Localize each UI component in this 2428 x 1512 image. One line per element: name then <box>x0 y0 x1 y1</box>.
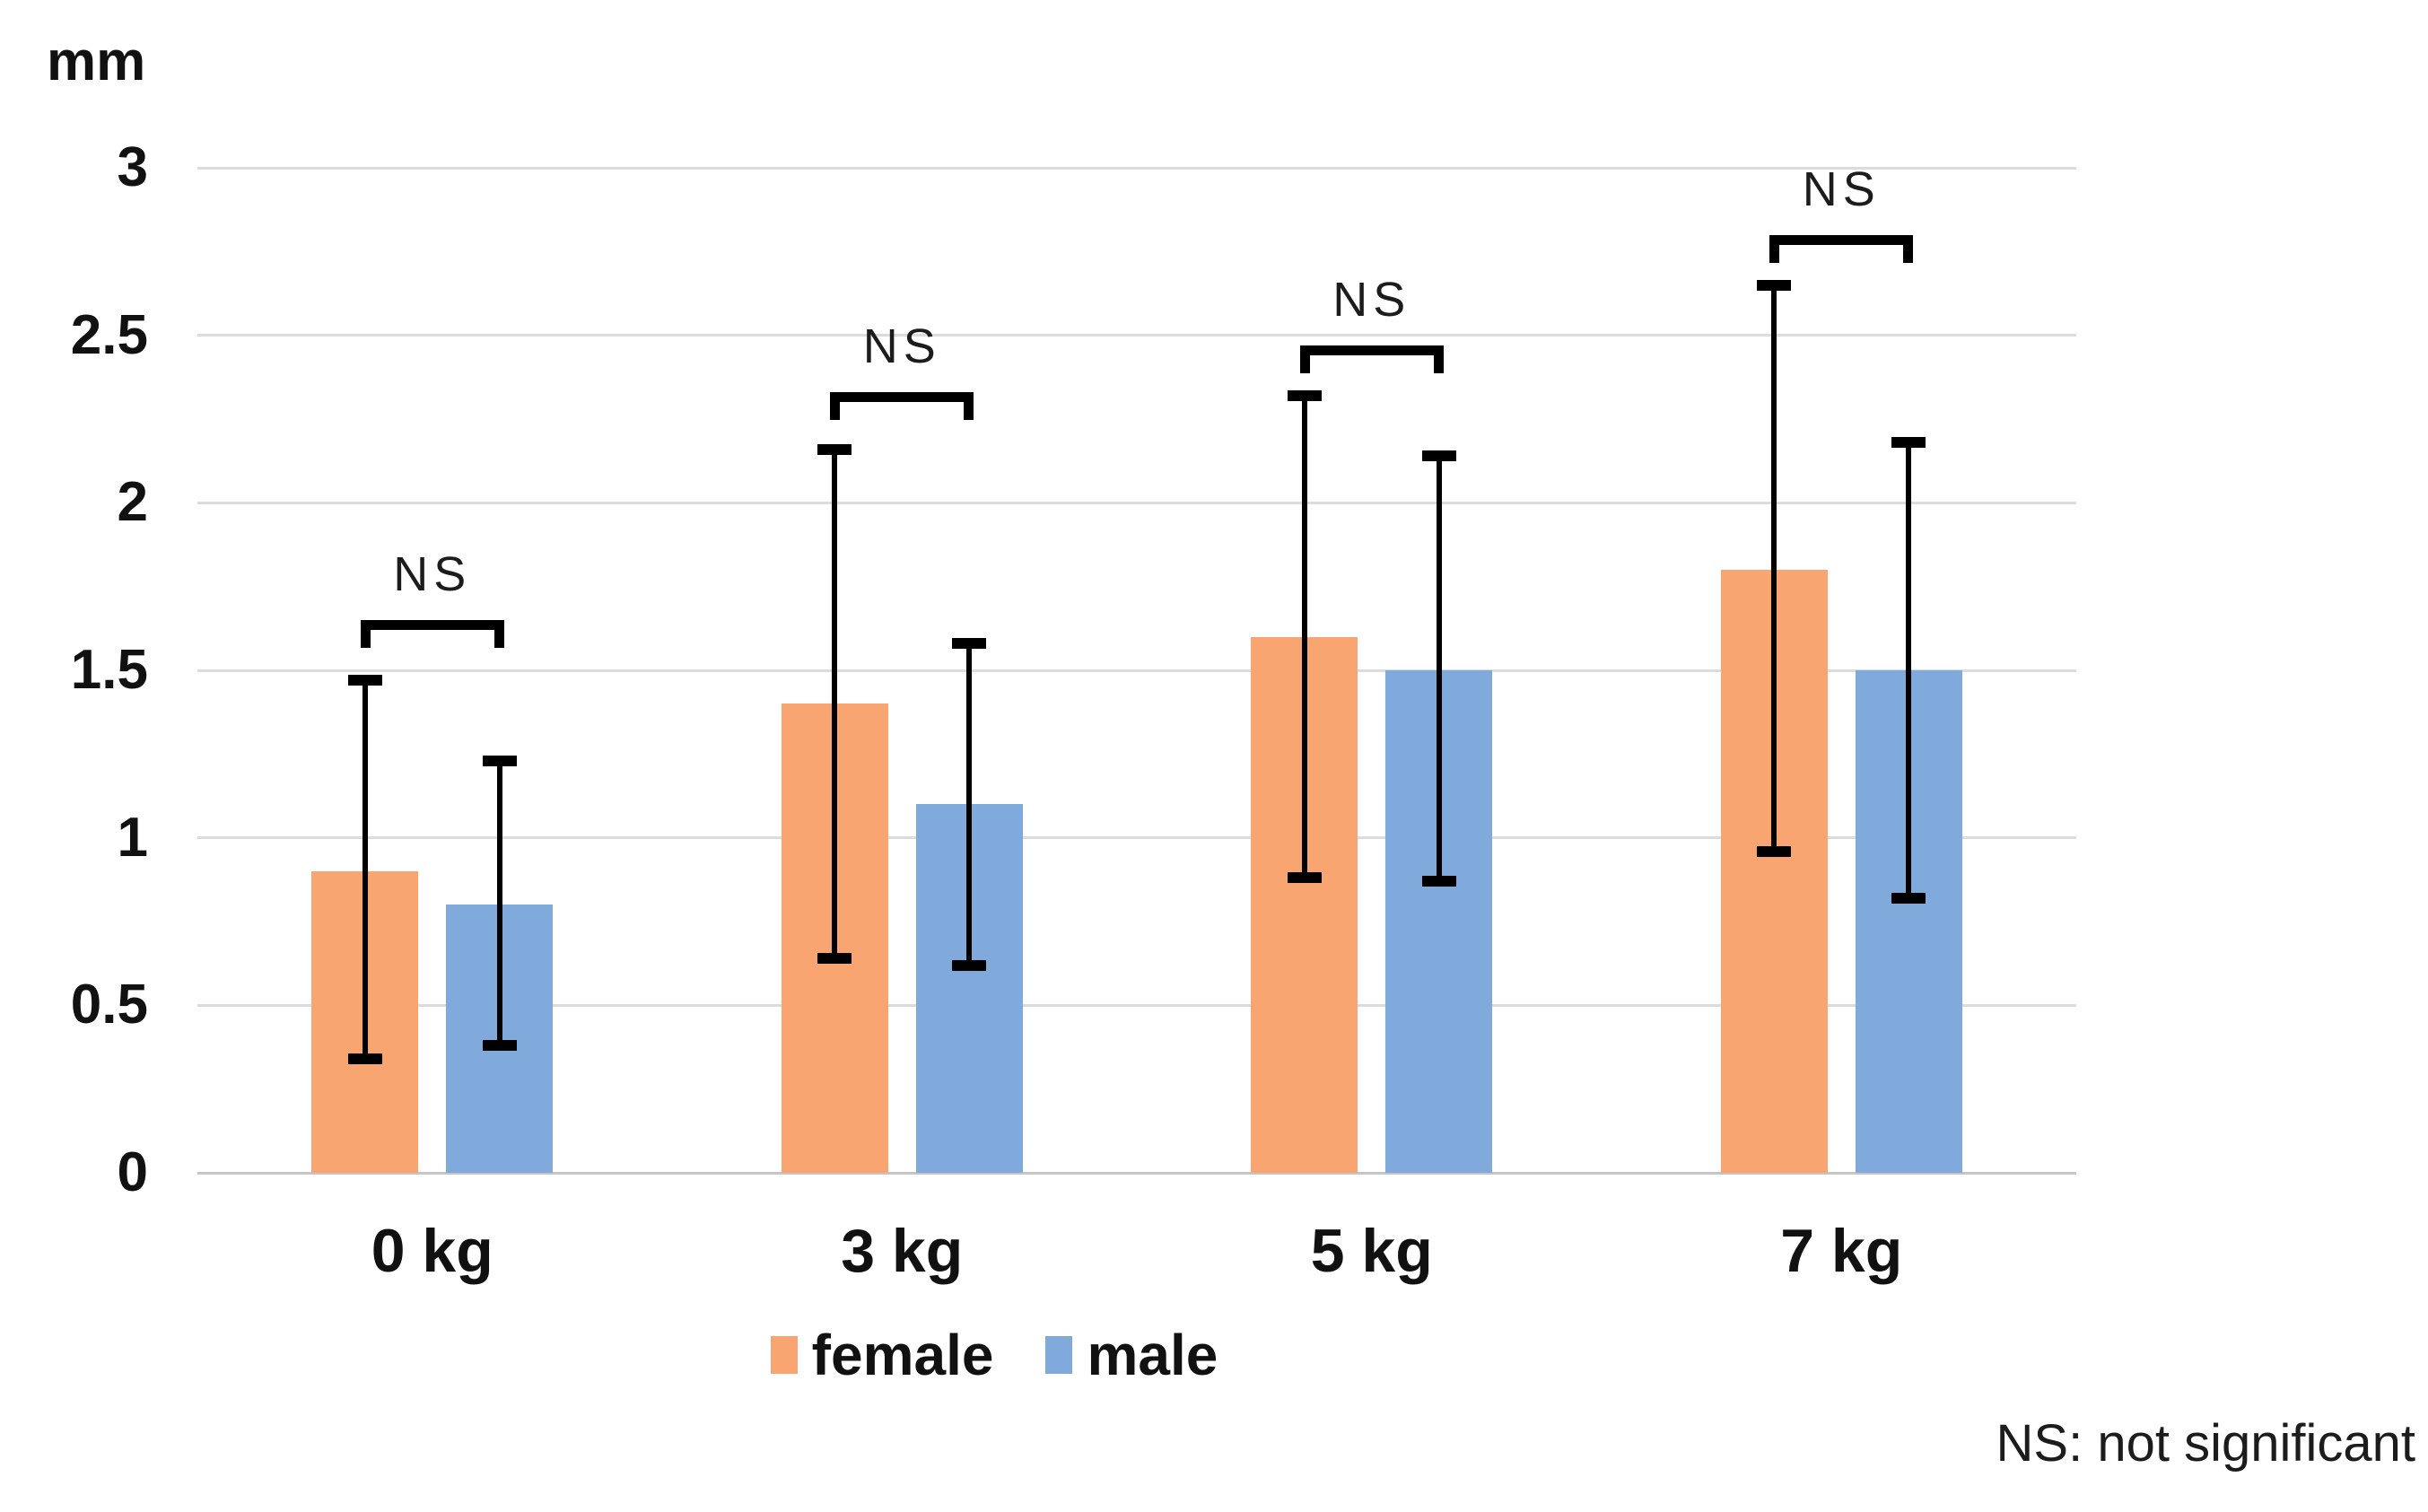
female-error-cap-top-2 <box>1287 389 1322 401</box>
bracket-tick-left-0 <box>360 620 371 648</box>
y-tick-label-1.5: 1.5 <box>70 639 148 701</box>
female-error-bar-1 <box>832 449 838 959</box>
ns-annotation-2: NS <box>1332 272 1411 327</box>
bracket-tick-left-3 <box>1769 234 1780 263</box>
ns-annotation-0: NS <box>393 547 472 601</box>
gridline-2.5 <box>197 334 2076 337</box>
male-series-swatch <box>1045 1336 1073 1374</box>
male-error-cap-bottom-1 <box>952 959 987 971</box>
male-error-bar-3 <box>1906 442 1912 898</box>
significance-bracket-3 <box>1769 234 1914 245</box>
legend-item-female: female <box>770 1323 994 1387</box>
bracket-tick-right-3 <box>1903 234 1914 263</box>
female-error-cap-bottom-3 <box>1757 845 1792 857</box>
x-category-label-0kg: 0 kg <box>371 1217 493 1285</box>
significance-bracket-2 <box>1299 345 1444 355</box>
bracket-tick-right-0 <box>493 620 504 648</box>
female-error-cap-bottom-1 <box>817 953 852 965</box>
gridline-1 <box>197 836 2076 840</box>
male-error-cap-bottom-2 <box>1421 876 1456 887</box>
female-error-bar-2 <box>1301 395 1307 878</box>
y-tick-label-3: 3 <box>117 136 148 198</box>
y-tick-label-2.5: 2.5 <box>70 303 148 366</box>
significance-footnote: NS: not significant <box>1996 1414 2415 1473</box>
male-error-cap-top-3 <box>1891 437 1926 449</box>
female-error-cap-top-1 <box>817 443 852 455</box>
x-category-label-7kg: 7 kg <box>1780 1217 1903 1285</box>
gridline-3 <box>197 166 2076 170</box>
male-error-cap-top-0 <box>482 755 517 766</box>
female-error-bar-3 <box>1771 284 1777 852</box>
y-tick-label-2: 2 <box>117 471 148 534</box>
gridline-0 <box>197 1171 2076 1175</box>
bracket-tick-left-1 <box>830 392 841 421</box>
legend: female male <box>0 1326 1988 1384</box>
male-error-bar-2 <box>1436 456 1442 882</box>
legend-label-female: female <box>811 1323 994 1387</box>
x-category-label-5kg: 5 kg <box>1310 1217 1433 1285</box>
female-series-swatch <box>770 1336 798 1374</box>
y-tick-label-1: 1 <box>117 806 148 869</box>
y-tick-label-0: 0 <box>117 1141 148 1203</box>
bracket-tick-right-1 <box>964 392 974 421</box>
y-tick-label-0.5: 0.5 <box>70 974 148 1036</box>
female-error-cap-bottom-2 <box>1287 872 1322 884</box>
ns-annotation-3: NS <box>1802 162 1881 216</box>
female-error-bar-0 <box>362 680 368 1060</box>
male-error-cap-bottom-0 <box>482 1040 517 1052</box>
significance-bracket-0 <box>360 620 504 630</box>
gridline-0.5 <box>197 1003 2076 1007</box>
female-error-cap-top-3 <box>1757 279 1792 291</box>
male-error-cap-top-2 <box>1421 450 1456 462</box>
male-error-cap-bottom-3 <box>1891 892 1926 904</box>
male-error-bar-1 <box>966 643 973 966</box>
legend-label-male: male <box>1087 1323 1218 1387</box>
ns-annotation-1: NS <box>862 319 941 374</box>
gridline-2 <box>197 501 2076 504</box>
female-error-cap-bottom-0 <box>347 1053 382 1065</box>
male-error-bar-0 <box>496 760 502 1046</box>
y-axis-unit-label: mm <box>47 31 146 92</box>
bracket-tick-left-2 <box>1299 345 1310 373</box>
x-category-label-3kg: 3 kg <box>841 1217 964 1285</box>
significance-bracket-1 <box>830 392 974 403</box>
gridline-1.5 <box>197 669 2076 672</box>
legend-item-male: male <box>1045 1326 1218 1384</box>
bracket-tick-right-2 <box>1433 345 1444 373</box>
female-error-cap-top-0 <box>347 675 382 686</box>
male-error-cap-top-1 <box>952 638 987 650</box>
